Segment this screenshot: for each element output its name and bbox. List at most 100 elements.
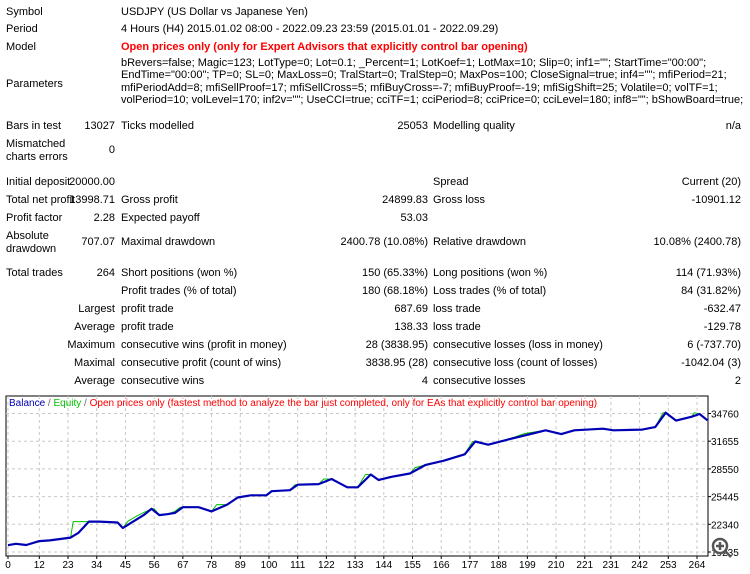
x-tick-label: 67 [177, 560, 189, 571]
y-tick-label: 34760 [711, 410, 739, 421]
stats-value-3: 6 (-737.70) [687, 339, 741, 351]
stats-value-1: Average [74, 321, 115, 333]
stats-label-2: profit trade [121, 303, 174, 315]
stats-label-2: Expected payoff [121, 212, 200, 224]
stats-value-3: -1042.04 (3) [681, 357, 741, 369]
stats-value-3: Current (20) [681, 176, 741, 188]
stats-value-3: 2 [734, 375, 741, 387]
stats-value-3: -632.47 [703, 303, 741, 315]
stats-label-3: consecutive losses [433, 375, 526, 387]
y-tick-label: 19235 [711, 548, 739, 559]
stats-value-1: 264 [96, 267, 115, 279]
stats-value-2: 2400.78 (10.08%) [340, 236, 428, 248]
model-value: Open prices only (only for Expert Adviso… [121, 41, 528, 53]
x-tick-label: 78 [206, 560, 218, 571]
stats-value-2: 138.33 [394, 321, 428, 333]
stats-value-1: Largest [78, 303, 115, 315]
legend-model-note: Open prices only (fastest method to anal… [90, 398, 598, 409]
plot-area [5, 395, 709, 557]
stats-value-1: Maximal [74, 357, 115, 369]
bars-label: Bars in test [6, 120, 62, 132]
balance-equity-chart: 0 12 23 34 45 56 67 78 89 100 111 122 133 144 155 166 17… [5, 395, 739, 571]
stats-label-3: consecutive loss (count of losses) [433, 357, 598, 369]
x-tick-label: 155 [404, 560, 421, 571]
stats-label-3: Relative drawdown [433, 236, 526, 248]
stats-label-1: Initial deposit [6, 176, 71, 188]
ticks-label: Ticks modelled [121, 120, 194, 132]
x-tick-label: 188 [490, 560, 507, 571]
quality-value: n/a [725, 120, 741, 132]
y-tick-label: 28550 [711, 465, 739, 476]
stats-value-3: 10.08% (2400.78) [653, 236, 741, 248]
period-value: 4 Hours (H4) 2015.01.02 08:00 - 2022.09.… [121, 23, 499, 35]
balance-line [7, 411, 709, 547]
stats-label-3: loss trade [433, 321, 481, 333]
stats-value-3: -10901.12 [691, 194, 741, 206]
period-label: Period [6, 23, 38, 35]
parameters-value: bRevers=false; Magic=123; LotType=0; Lot… [121, 57, 744, 107]
stats-value-3: 84 (31.82%) [681, 285, 741, 297]
mismatched-label: Mismatched charts errors [6, 138, 68, 163]
stats-label-2: Short positions (won %) [121, 267, 238, 279]
stats-label-3: Long positions (won %) [433, 267, 548, 279]
stats-value-2: 150 (65.33%) [361, 267, 428, 279]
stats-label-2: consecutive profit (count of wins) [121, 357, 282, 369]
mismatched-value: 0 [108, 144, 115, 156]
x-tick-label: 221 [576, 560, 593, 571]
stats-label-1: Profit factor [6, 212, 63, 224]
x-tick-label: 166 [433, 560, 450, 571]
stats-label-3: consecutive losses (loss in money) [433, 339, 603, 351]
x-tick-label: 242 [631, 560, 648, 571]
model-label: Model [6, 41, 36, 53]
legend-balance: Balance [9, 398, 46, 409]
x-tick-label: 253 [660, 560, 677, 571]
stats-value-2: 3838.95 (28) [365, 357, 428, 369]
legend-equity: Equity [53, 398, 81, 409]
stats-label-2: Maximal drawdown [121, 236, 216, 248]
stats-label-3: Spread [433, 176, 469, 188]
x-tick-label: 133 [347, 560, 364, 571]
stats-value-2: 53.03 [400, 212, 428, 224]
x-tick-label: 231 [603, 560, 620, 571]
x-tick-label: 177 [462, 560, 479, 571]
stats-value-3: -129.78 [703, 321, 741, 333]
x-tick-label: 210 [548, 560, 565, 571]
ticks-value: 25053 [397, 120, 428, 132]
stats-value-2: 28 (3838.95) [365, 339, 428, 351]
stats-value-1: 2.28 [93, 212, 115, 224]
zoom-in-icon[interactable] [711, 537, 732, 558]
stats-label-3: Gross loss [433, 194, 485, 206]
stats-value-2: 24899.83 [382, 194, 428, 206]
stats-value-2: 687.69 [394, 303, 428, 315]
legend-separator: / [81, 398, 89, 409]
stats-label-3: loss trade [433, 303, 481, 315]
chart-legend: Balance / Equity / Open prices only (fas… [9, 398, 597, 409]
parameters-label: Parameters [6, 78, 63, 90]
stats-label-1: Total trades [6, 267, 63, 279]
stats-value-1: 707.07 [81, 236, 115, 248]
x-tick-label: 100 [261, 560, 278, 571]
legend-separator: / [45, 398, 53, 409]
x-tick-label: 23 [62, 560, 74, 571]
stats-label-2: consecutive wins (profit in money) [121, 339, 287, 351]
x-tick-label: 56 [149, 560, 161, 571]
stats-label-2: Gross profit [121, 194, 178, 206]
stats-value-3: 114 (71.93%) [675, 267, 741, 279]
x-tick-label: 0 [5, 560, 11, 571]
y-tick-label: 31655 [711, 437, 739, 448]
stats-label-2: consecutive wins [121, 375, 205, 387]
bars-value: 13027 [84, 120, 115, 132]
stats-label-1: Absolute drawdown [6, 230, 57, 255]
y-tick-label: 25445 [711, 493, 739, 504]
stats-value-2: 180 (68.18%) [361, 285, 428, 297]
stats-label-1: Total net profit [6, 194, 76, 206]
symbol-value: USDJPY (US Dollar vs Japanese Yen) [121, 6, 308, 18]
x-tick-label: 45 [120, 560, 132, 571]
x-tick-label: 264 [689, 560, 706, 571]
y-tick-label: 22340 [711, 520, 739, 531]
symbol-label: Symbol [6, 6, 43, 18]
stats-value-1: 13998.71 [69, 194, 115, 206]
x-tick-label: 34 [91, 560, 103, 571]
stats-value-1: Average [74, 375, 115, 387]
